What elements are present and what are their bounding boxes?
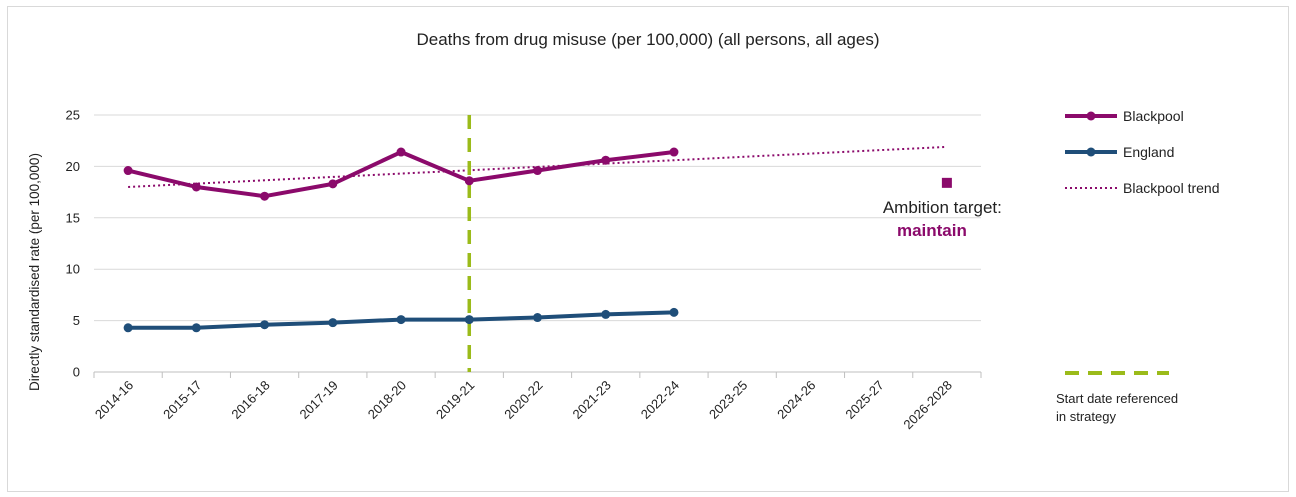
data-point <box>328 318 338 328</box>
data-point <box>328 179 338 189</box>
data-point <box>191 323 201 333</box>
data-point <box>396 147 406 157</box>
series-line <box>127 150 675 199</box>
x-tick-label: 2020-22 <box>501 378 545 422</box>
y-tick-label: 25 <box>66 108 80 123</box>
x-tick-label: 2014-16 <box>92 378 136 422</box>
y-tick-label: 20 <box>66 159 80 174</box>
data-point <box>601 309 611 319</box>
data-point <box>260 320 270 330</box>
trend-layer <box>128 145 947 188</box>
y-axis-ticks: 0 5 10 15 20 25 <box>66 108 80 380</box>
data-point <box>669 147 679 157</box>
trend-line <box>128 145 947 188</box>
data-point <box>601 155 611 165</box>
x-tick-label: 2015-17 <box>160 378 204 422</box>
ambition-target-label: Ambition target: <box>883 198 1002 217</box>
legend-swatch-marker <box>1086 147 1096 157</box>
legend-label: Blackpool <box>1123 108 1184 124</box>
legend-label: Blackpool trend <box>1123 180 1220 196</box>
legend-label: in strategy <box>1056 409 1116 424</box>
y-tick-label: 15 <box>66 210 80 225</box>
legend-label: Start date referenced <box>1056 391 1178 406</box>
x-tick-label: 2019-21 <box>433 378 477 422</box>
x-axis: 2014-16 2015-17 2016-18 2017-19 2018-20 2019-… <box>92 371 982 433</box>
y-tick-label: 10 <box>66 262 80 277</box>
data-point <box>123 323 133 333</box>
series-layer <box>123 147 679 333</box>
legend-swatch-marker <box>1086 111 1096 121</box>
line-chart: Deaths from drug misuse (per 100,000) (a… <box>27 30 1220 433</box>
annotation-layer: Ambition target: maintain <box>883 177 1002 240</box>
x-tick-label: 2024-26 <box>774 378 818 422</box>
x-tick-label: 2021-23 <box>570 378 614 422</box>
x-tick-label: 2023-25 <box>706 378 750 422</box>
gridlines <box>94 114 981 322</box>
y-tick-label: 5 <box>73 313 80 328</box>
x-tick-label: 2025-27 <box>842 378 886 422</box>
ambition-target-marker <box>941 177 952 188</box>
data-point <box>191 182 201 192</box>
x-tick-label: 2026-2028 <box>900 378 955 433</box>
data-point <box>123 166 133 176</box>
data-point <box>260 191 270 201</box>
y-axis-label: Directly standardised rate (per 100,000) <box>27 153 42 391</box>
ambition-target-value: maintain <box>897 221 967 240</box>
x-tick-label: 2018-20 <box>365 378 409 422</box>
data-point <box>396 315 406 325</box>
legend: Blackpool England Blackpool trend Start dat… <box>1056 108 1220 424</box>
y-tick-label: 0 <box>73 365 80 380</box>
x-tick-label: 2022-24 <box>638 378 682 422</box>
x-tick-label: 2016-18 <box>228 378 272 422</box>
data-point <box>669 307 679 317</box>
data-point <box>464 176 474 186</box>
data-point <box>533 166 542 176</box>
chart-frame: Deaths from drug misuse (per 100,000) (a… <box>7 6 1289 492</box>
data-point <box>464 315 474 325</box>
data-point <box>533 313 542 323</box>
legend-label: England <box>1123 144 1174 160</box>
chart-title: Deaths from drug misuse (per 100,000) (a… <box>417 30 880 49</box>
x-tick-label: 2017-19 <box>297 378 341 422</box>
